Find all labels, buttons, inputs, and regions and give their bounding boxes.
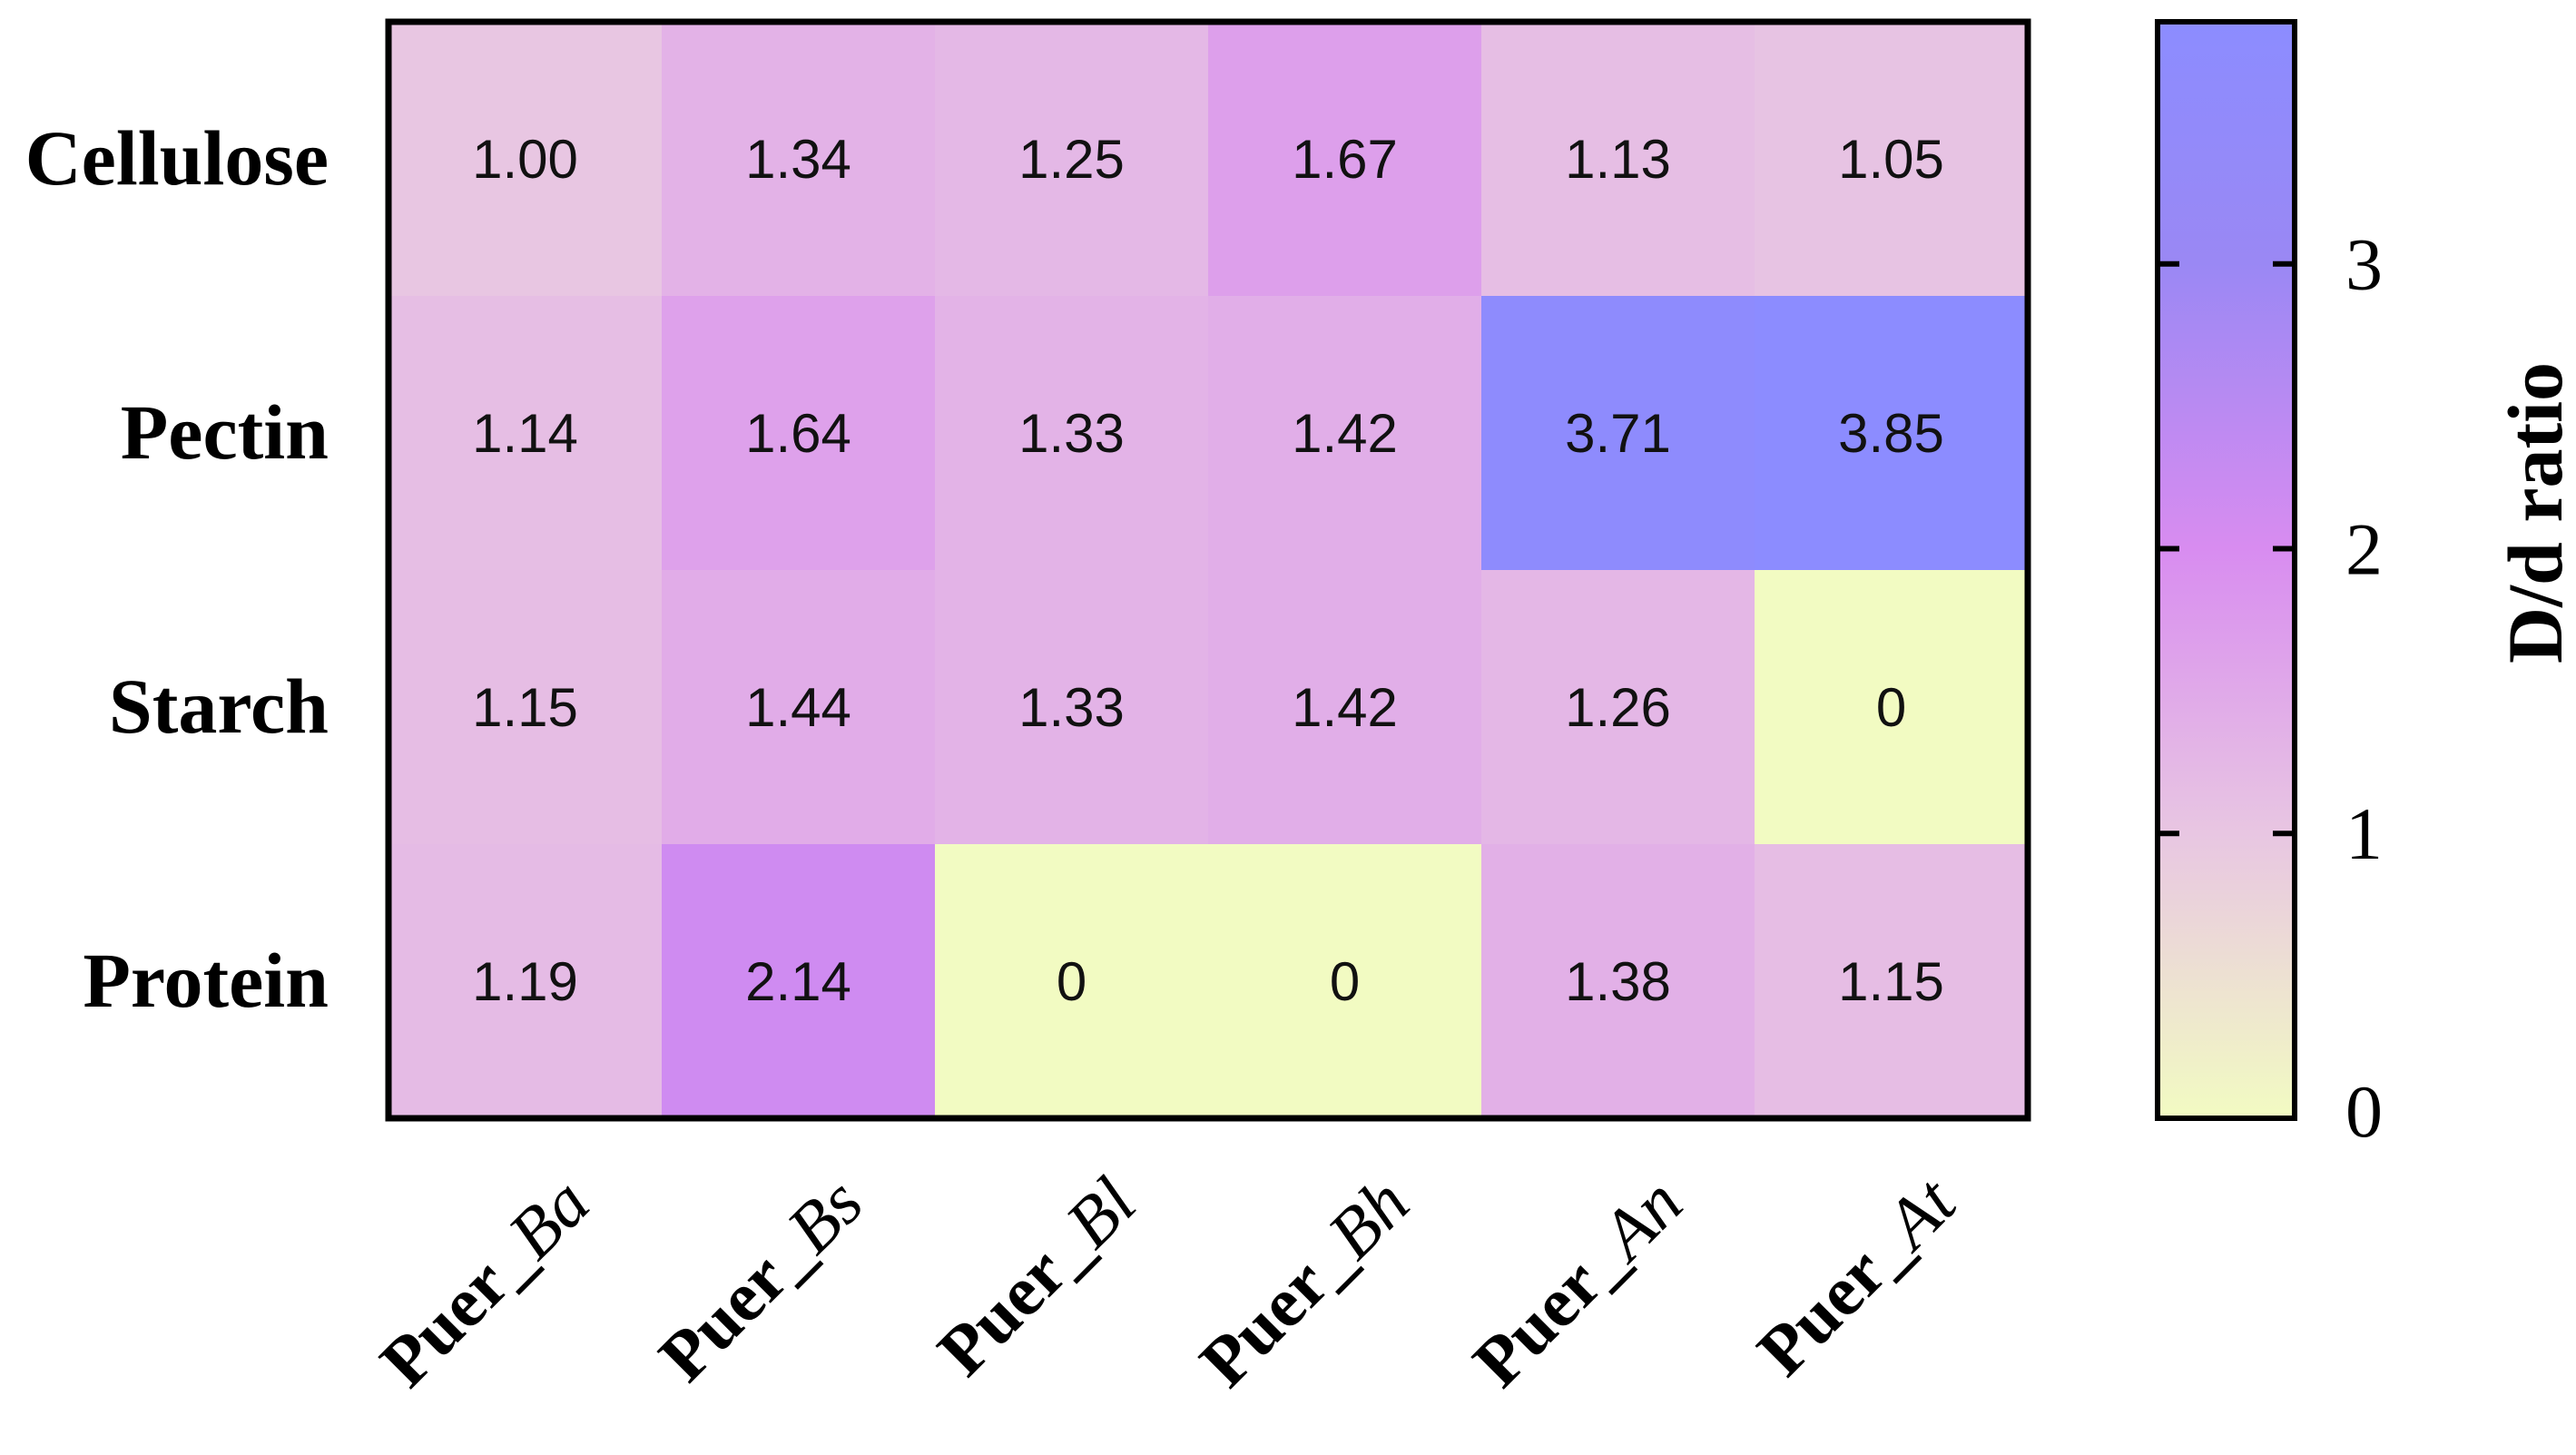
colorbar-ticks: 0 1 2 3 [2158, 223, 2383, 1153]
heatmap-cell [935, 844, 1209, 1119]
cell-value-label: 0 [1330, 951, 1360, 1012]
heatmap-cell [1481, 570, 1755, 845]
cell-value-label: 1.33 [1018, 403, 1125, 464]
colorbar-gradient [2155, 19, 2297, 1121]
cell-value-label: 1.33 [1018, 677, 1125, 738]
cell-value-label: 1.38 [1565, 951, 1671, 1012]
cell-value-label: 1.64 [745, 403, 851, 464]
cell-value-label: 1.26 [1565, 677, 1671, 738]
cell-value-label: 1.13 [1565, 129, 1671, 190]
heatmap-frame [385, 18, 2031, 1122]
colorbar-tick-label: 1 [2345, 792, 2383, 875]
row-label: Starch [109, 663, 329, 750]
heatmap-cell-labels: 1.00 1.34 1.25 1.67 1.13 1.05 1.14 1.64 1.33 1.42… [472, 129, 1944, 1012]
colorbar-tick-label: 3 [2345, 223, 2383, 306]
cell-value-label: 1.25 [1018, 129, 1125, 190]
colorbar-tick-label: 2 [2345, 507, 2383, 590]
cell-value-label: 1.44 [745, 677, 851, 738]
row-label: Protein [83, 937, 329, 1024]
cell-value-label: 1.34 [745, 129, 851, 190]
heatmap-cell [388, 296, 663, 571]
column-label: Puer_Bl [922, 1163, 1150, 1391]
column-label: Puer_Ba [365, 1163, 605, 1402]
column-label: Puer_Bh [1185, 1163, 1424, 1402]
heatmap-cell [662, 22, 936, 297]
heatmap-cell [1755, 296, 2029, 571]
column-label: Puer_At [1742, 1161, 1971, 1391]
heatmap-cells [388, 22, 2029, 1119]
heatmap-cell [935, 296, 1209, 571]
heatmap-cell [662, 844, 936, 1119]
row-label: Cellulose [25, 114, 329, 202]
colorbar: 0 1 2 3 D/d ratio [2155, 19, 2576, 1153]
heatmap-cell [935, 570, 1209, 845]
column-label: Puer_Bs [644, 1163, 878, 1397]
heatmap-cell [935, 22, 1209, 297]
heatmap-cell [662, 296, 936, 571]
heatmap-cell [1208, 570, 1482, 845]
heatmap-cell [1208, 844, 1482, 1119]
heatmap-cell [1481, 844, 1755, 1119]
cell-value-label: 0 [1876, 677, 1906, 738]
row-label: Pectin [121, 388, 329, 476]
cell-value-label: 1.42 [1292, 677, 1398, 738]
cell-value-label: 3.85 [1838, 403, 1944, 464]
heatmap-cell [388, 844, 663, 1119]
heatmap-cell [388, 22, 663, 297]
column-label: Puer_An [1458, 1163, 1697, 1402]
cell-value-label: 1.67 [1292, 129, 1398, 190]
colorbar-title: D/d ratio [2492, 362, 2576, 664]
heatmap-cell [1755, 844, 2029, 1119]
cell-value-label: 1.42 [1292, 403, 1398, 464]
heatmap-cell [1755, 570, 2029, 845]
heatmap-cell [1481, 22, 1755, 297]
heatmap-cell [1755, 22, 2029, 297]
heatmap-cell [1208, 22, 1482, 297]
heatmap-cell [388, 570, 663, 845]
cell-value-label: 0 [1057, 951, 1086, 1012]
cell-value-label: 2.14 [745, 951, 851, 1012]
heatmap-cell [1481, 296, 1755, 571]
cell-value-label: 1.00 [472, 129, 578, 190]
cell-value-label: 1.05 [1838, 129, 1944, 190]
cell-value-label: 1.19 [472, 951, 578, 1012]
colorbar-tick-label: 0 [2345, 1070, 2383, 1153]
cell-value-label: 1.15 [1838, 951, 1944, 1012]
cell-value-label: 1.15 [472, 677, 578, 738]
cell-value-label: 1.14 [472, 403, 578, 464]
row-labels: Cellulose Pectin Starch Protein [25, 114, 329, 1024]
heatmap-cell [1208, 296, 1482, 571]
cell-value-label: 3.71 [1565, 403, 1671, 464]
heatmap-cell [662, 570, 936, 845]
